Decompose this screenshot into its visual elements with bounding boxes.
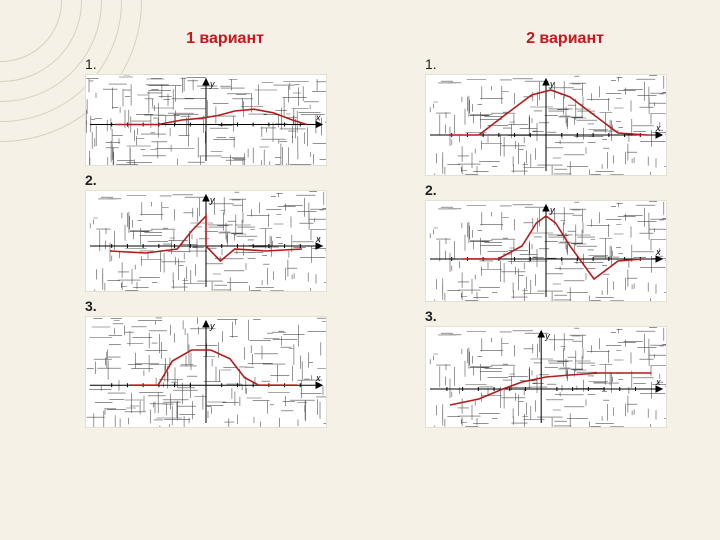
variant-column-1: 1 вариант1.xy2.xy3.xy [85, 30, 365, 434]
task-item: 2.xy [425, 182, 705, 302]
task-number: 1. [85, 56, 365, 72]
graph-box: xy [85, 316, 327, 428]
task-item: 1.xy [85, 56, 365, 166]
graph-box: xy [85, 190, 327, 292]
task-item: 2.xy [85, 172, 365, 292]
svg-text:x: x [655, 377, 661, 387]
svg-text:x: x [315, 234, 321, 244]
svg-text:x: x [655, 247, 661, 257]
task-number: 1. [425, 56, 705, 72]
slide-content: 1 вариант1.xy2.xy3.xy2 вариант1.xy2.xy3.… [85, 30, 705, 434]
svg-text:x: x [655, 123, 661, 133]
svg-text:y: y [209, 79, 215, 89]
task-number: 2. [425, 182, 705, 198]
variant-column-2: 2 вариант1.xy2.xy3.xy [425, 30, 705, 434]
task-number: 2. [85, 172, 365, 188]
task-number: 3. [85, 298, 365, 314]
task-item: 3.xy [425, 308, 705, 428]
task-item: 1.xy [425, 56, 705, 176]
svg-text:y: y [209, 195, 215, 205]
svg-text:y: y [549, 205, 555, 215]
svg-text:x: x [315, 113, 321, 123]
svg-text:x: x [315, 373, 321, 383]
task-number: 3. [425, 308, 705, 324]
graph-box: xy [425, 200, 667, 302]
svg-text:y: y [544, 331, 550, 341]
variant-title: 1 вариант [85, 30, 365, 48]
graph-box: xy [425, 74, 667, 176]
variant-title: 2 вариант [425, 30, 705, 48]
columns: 1 вариант1.xy2.xy3.xy2 вариант1.xy2.xy3.… [85, 30, 705, 434]
graph-box: xy [425, 326, 667, 428]
svg-text:y: y [549, 79, 555, 89]
graph-box: xy [85, 74, 327, 166]
task-item: 3.xy [85, 298, 365, 428]
svg-text:y: y [209, 321, 215, 331]
